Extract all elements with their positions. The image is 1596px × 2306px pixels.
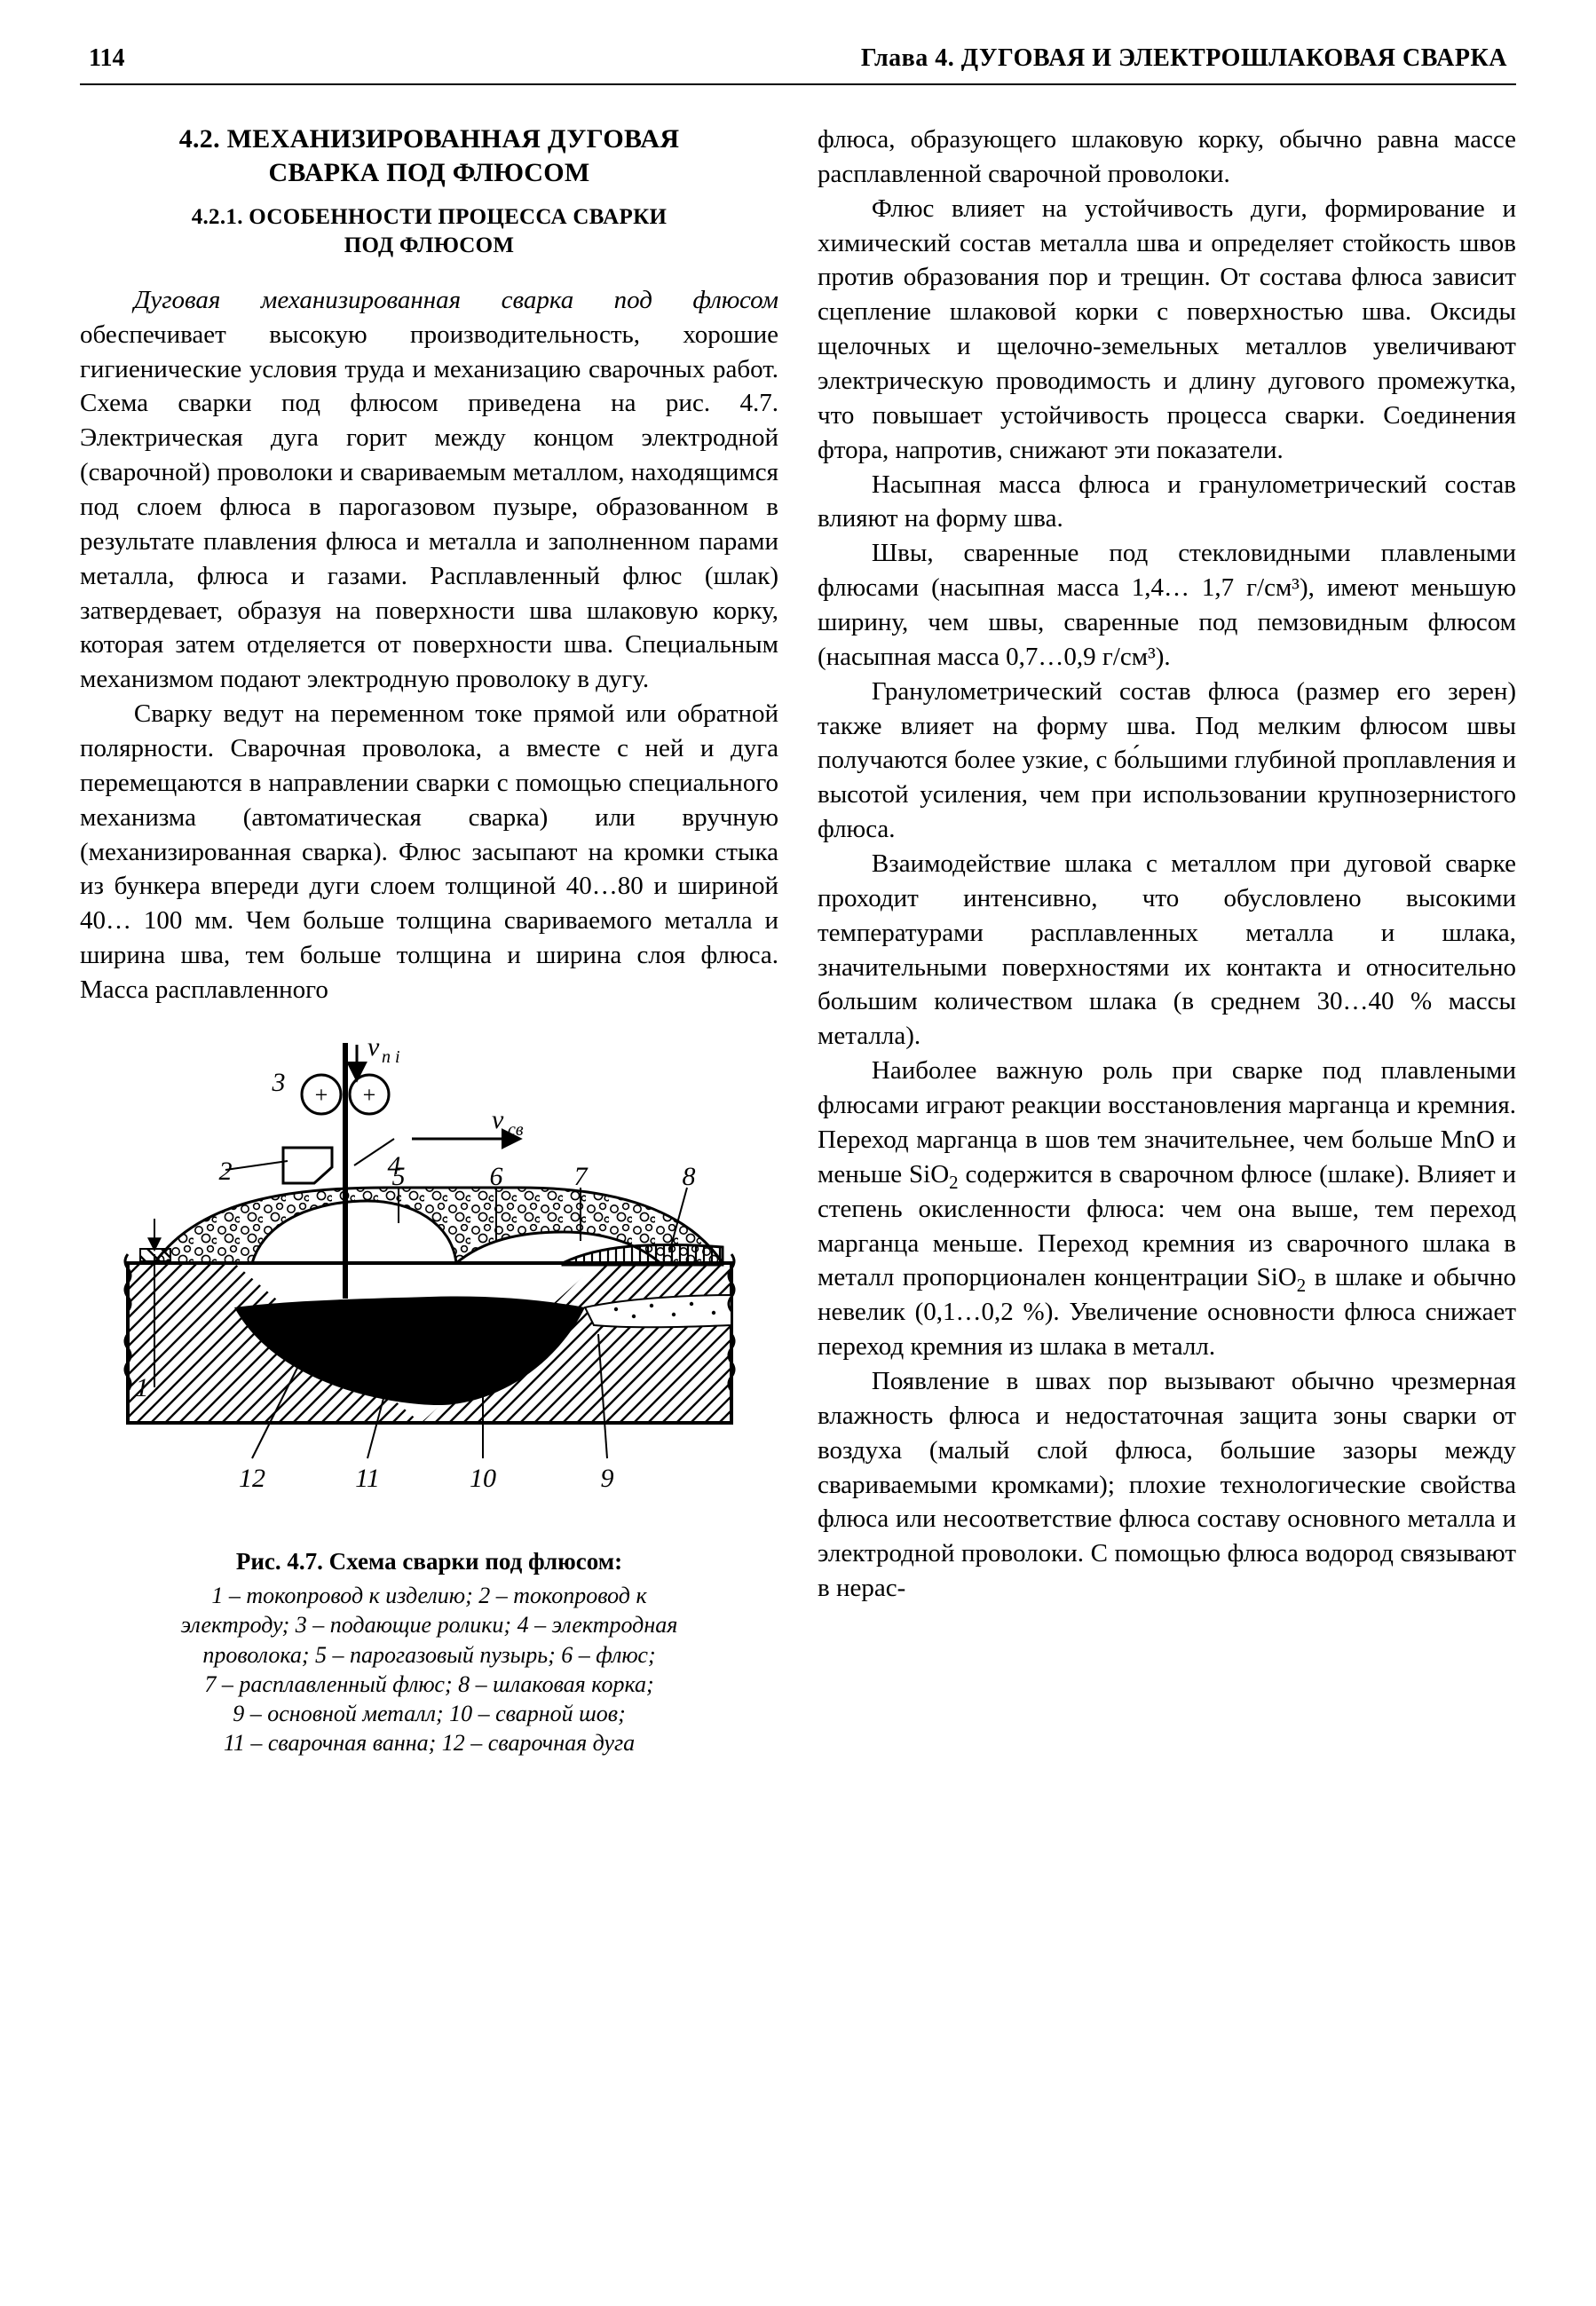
paragraph-text: Появление в швах пор вызывают обычно чре… (818, 1367, 1516, 1602)
paragraph-text: Насыпная масса флюса и гранулометри­ческ… (818, 470, 1516, 533)
svg-text:11: 11 (355, 1464, 380, 1493)
two-column-layout: 4.2. МЕХАНИЗИРОВАННАЯ ДУГОВАЯ СВАРКА ПОД… (80, 122, 1516, 1758)
figure-caption-line: электроду; 3 – подающие ролики; 4 – элек… (181, 1612, 678, 1638)
paragraph: Гранулометрический состав флюса (раз­мер… (818, 675, 1516, 847)
figure-caption-line: 7 – расплавленный флюс; 8 – шлаковая кор… (204, 1671, 653, 1697)
figure-caption-line: проволока; 5 – парогазовый пузырь; 6 – ф… (202, 1642, 655, 1668)
svg-text:+: + (362, 1082, 375, 1108)
subscript: 2 (1297, 1275, 1306, 1296)
paragraph: Дуговая механизированная сварка под флюс… (80, 283, 778, 697)
subscript: 2 (949, 1172, 958, 1193)
svg-text:3: 3 (271, 1068, 285, 1097)
subsection-heading-line: ПОД ФЛЮСОМ (344, 233, 515, 257)
svg-text:7: 7 (573, 1162, 589, 1191)
svg-text:8: 8 (682, 1162, 695, 1191)
figure-title: Рис. 4.7. Схема сварки под флюсом: (80, 1545, 778, 1577)
paragraph: Швы, сваренные под стекловидными плавлен… (818, 536, 1516, 674)
figure-caption-line: 11 – сварочная ванна; 12 – сварочная дуг… (224, 1730, 635, 1756)
paragraph-text: обеспечивает высокую производи­тельность… (80, 320, 778, 694)
svg-text:1: 1 (135, 1373, 148, 1402)
right-column: флюса, образующего шлаковую корку, обычн… (818, 122, 1516, 1758)
svg-text:9: 9 (600, 1464, 613, 1493)
subsection-heading: 4.2.1. ОСОБЕННОСТИ ПРОЦЕССА СВАРКИ ПОД Ф… (80, 203, 778, 260)
header-rule (80, 83, 1516, 85)
paragraph: Сварку ведут на переменном токе прямой и… (80, 697, 778, 1007)
page-number: 114 (89, 44, 124, 73)
paragraph-text: Взаимодействие шлака с металлом при дуго… (818, 849, 1516, 1050)
paragraph-text: Швы, сваренные под стекловидными плавлен… (818, 539, 1516, 671)
svg-text:v: v (367, 1032, 380, 1062)
svg-text:2: 2 (218, 1157, 232, 1186)
subsection-heading-line: 4.2.1. ОСОБЕННОСТИ ПРОЦЕССА СВАРКИ (192, 205, 668, 229)
paragraph: Флюс влияет на устойчивость дуги, фор­ми… (818, 192, 1516, 468)
figure-caption-line: 9 – основной металл; 10 – сварной шов; (233, 1701, 625, 1726)
section-heading-line: 4.2. МЕХАНИЗИРОВАННАЯ ДУГОВАЯ (179, 124, 680, 154)
section-heading-line: СВАРКА ПОД ФЛЮСОМ (268, 158, 589, 187)
svg-text:10: 10 (470, 1464, 496, 1493)
figure-caption-line: 1 – токопровод к изделию; 2 – токопровод… (211, 1583, 646, 1608)
paragraph-text: флюса, образующего шлаковую корку, обычн… (818, 125, 1516, 188)
svg-text:5: 5 (391, 1162, 405, 1191)
paragraph: Наиболее важную роль при сварке под плав… (818, 1054, 1516, 1364)
paragraph-text: Флюс влияет на устойчивость дуги, фор­ми… (818, 194, 1516, 464)
running-head: 114 Глава 4. ДУГОВАЯ И ЭЛЕКТРОШЛАКОВАЯ С… (80, 36, 1516, 80)
figure-4-7-diagram: + + (101, 1032, 758, 1529)
svg-text:п i: п i (382, 1047, 400, 1067)
book-page: 114 Глава 4. ДУГОВАЯ И ЭЛЕКТРОШЛАКОВАЯ С… (0, 0, 1596, 2306)
section-heading: 4.2. МЕХАНИЗИРОВАННАЯ ДУГОВАЯ СВАРКА ПОД… (80, 122, 778, 191)
svg-text:v: v (492, 1105, 504, 1134)
svg-text:+: + (314, 1082, 328, 1108)
figure-caption: 1 – токопровод к изделию; 2 – токопровод… (110, 1581, 749, 1758)
italic-term: Дуговая механизированная сварка под флюс… (134, 286, 778, 314)
svg-text:св: св (508, 1120, 524, 1140)
paragraph-text: Гранулометрический состав флюса (раз­мер… (818, 677, 1516, 843)
figure-4-7: + + (80, 1032, 778, 1758)
left-column: 4.2. МЕХАНИЗИРОВАННАЯ ДУГОВАЯ СВАРКА ПОД… (80, 122, 778, 1758)
paragraph: Взаимодействие шлака с металлом при дуго… (818, 847, 1516, 1054)
chapter-title: Глава 4. ДУГОВАЯ И ЭЛЕКТРОШЛАКОВАЯ СВАРК… (861, 44, 1507, 73)
svg-text:12: 12 (239, 1464, 265, 1493)
paragraph: Насыпная масса флюса и гранулометри­ческ… (818, 468, 1516, 537)
paragraph-text: Сварку ведут на переменном токе прямой и… (80, 699, 778, 1004)
paragraph: флюса, образующего шлаковую корку, обычн… (818, 122, 1516, 192)
paragraph: Появление в швах пор вызывают обычно чре… (818, 1364, 1516, 1606)
svg-text:6: 6 (489, 1162, 502, 1191)
